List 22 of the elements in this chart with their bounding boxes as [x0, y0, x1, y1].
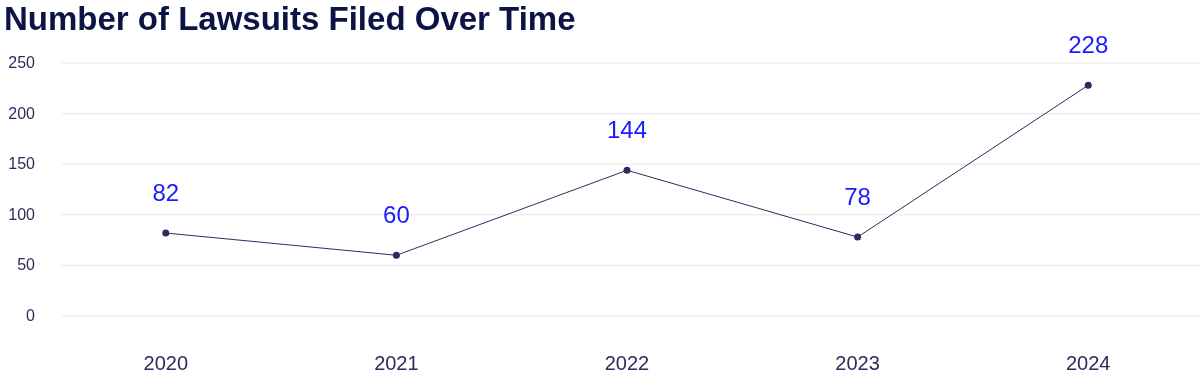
- point: [854, 233, 862, 241]
- point: [1084, 81, 1092, 89]
- data-label: 228: [1068, 31, 1109, 59]
- chart-title: Number of Lawsuits Filed Over Time: [4, 0, 576, 37]
- y-tick-label: 100: [8, 205, 36, 223]
- y-tick-label: 200: [8, 104, 36, 122]
- x-tick-label: 2021: [374, 352, 419, 374]
- data-label: 144: [606, 116, 648, 144]
- data-label: 60: [383, 201, 410, 229]
- data-label: 82: [152, 179, 180, 207]
- point: [623, 166, 631, 174]
- y-tick-label: 250: [8, 54, 36, 71]
- x-tick-label: 2020: [143, 352, 189, 374]
- point: [162, 229, 170, 237]
- x-tick-label: 2024: [1065, 352, 1111, 374]
- x-tick-label: 2023: [835, 352, 880, 374]
- y-tick-label: 150: [8, 155, 36, 173]
- x-tick-label: 2022: [604, 352, 650, 374]
- data-label: 78: [844, 183, 871, 211]
- point: [392, 251, 400, 259]
- y-tick-label: 0: [26, 307, 36, 324]
- y-tick-label: 50: [17, 256, 36, 274]
